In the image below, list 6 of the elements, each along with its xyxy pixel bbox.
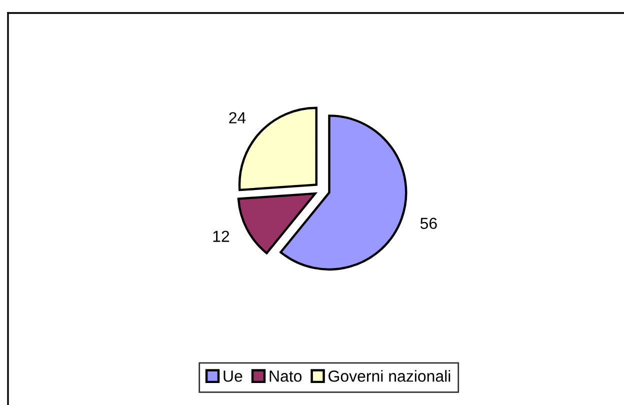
data-label: 56 [420,218,437,230]
legend-label: Ue [224,370,242,382]
data-label: 24 [229,112,246,124]
data-label: 12 [213,230,230,242]
legend-label: Governi nazionali [328,370,450,382]
legend-label: Nato [270,370,302,382]
